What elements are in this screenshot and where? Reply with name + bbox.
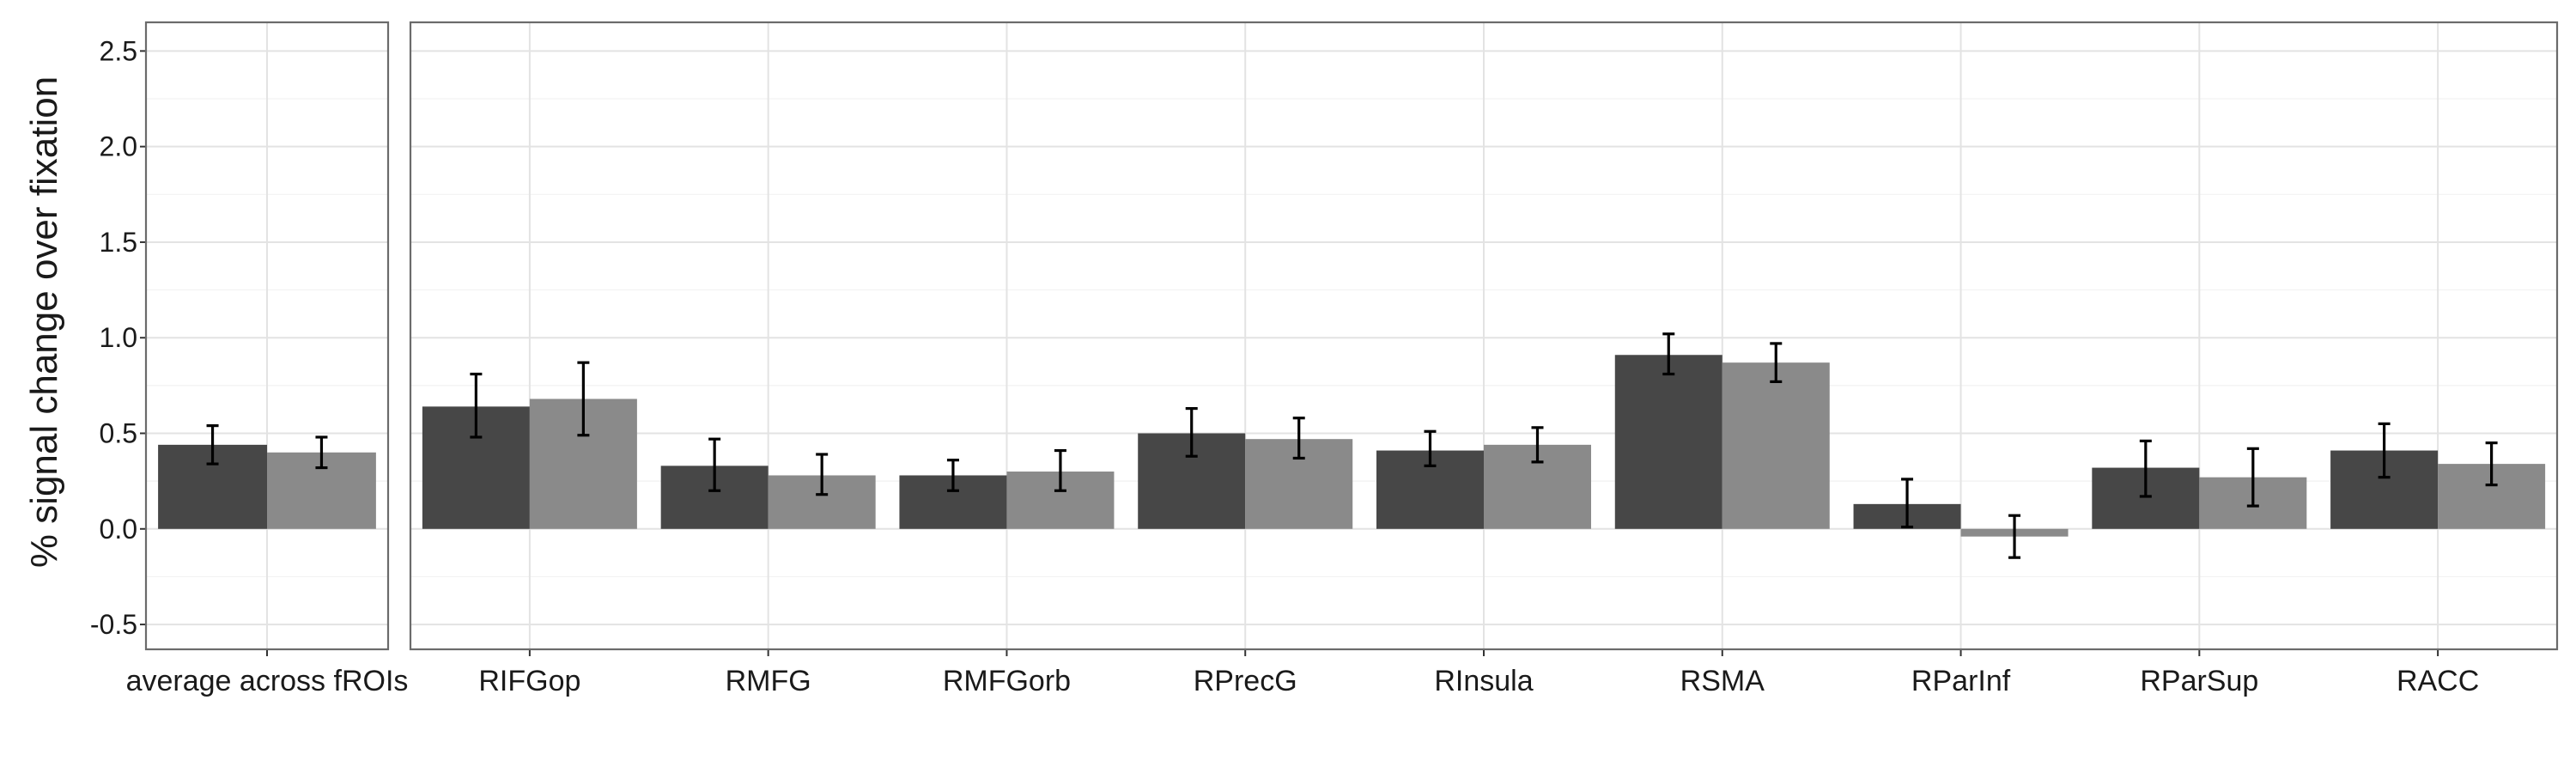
error-bar — [315, 435, 328, 470]
y-tick-label: 1.0 — [100, 322, 137, 353]
error-bar — [1770, 342, 1783, 384]
error-bar — [577, 361, 590, 437]
x-tick-label: RACC — [2397, 665, 2479, 697]
x-tick-label: RSMA — [1680, 665, 1765, 697]
bar-series-1 — [1614, 355, 1722, 529]
error-bar — [708, 437, 721, 492]
error-bar — [2139, 439, 2152, 498]
panel-2: RIFGop RMFG RMFGorb RPrecG RInsula RSMA RParIn… — [409, 21, 2559, 697]
error-bar — [1531, 426, 1544, 464]
error-bar — [2246, 447, 2259, 508]
x-tick-label: RInsula — [1434, 665, 1533, 697]
panel-border — [409, 21, 2559, 651]
y-tick-label: 0.5 — [100, 418, 137, 449]
error-bar — [1662, 332, 1675, 376]
y-tick-label: 2.0 — [100, 131, 137, 162]
error-bar — [1185, 406, 1198, 458]
panel-border — [144, 21, 390, 651]
error-bar — [470, 372, 483, 439]
y-axis-title: % signal change over fixation — [23, 76, 65, 568]
error-bar — [1054, 448, 1066, 492]
y-tick-labels: -0.5 0.0 0.5 1.0 1.5 2.0 2.5 — [90, 35, 146, 640]
error-bar — [2378, 422, 2391, 479]
y-tick-label: -0.5 — [90, 609, 137, 640]
error-bar — [1901, 478, 1914, 529]
y-tick-label: 1.5 — [100, 227, 137, 258]
chart-panels: average across fROIs RIFGop RMFG RMFGorb RPr… — [126, 21, 2559, 697]
error-bar — [816, 453, 829, 496]
error-bar — [946, 459, 959, 492]
error-bar — [2485, 441, 2498, 487]
x-tick-label: RParInf — [1911, 665, 2011, 697]
y-tick-label: 2.5 — [100, 35, 137, 66]
error-bar — [2008, 514, 2021, 559]
x-tick-label: RMFG — [726, 665, 811, 697]
error-bar — [1292, 417, 1305, 460]
y-tick-label: 0.0 — [100, 514, 137, 545]
x-tick-label: RParSup — [2140, 665, 2258, 697]
x-tick-label: RMFGorb — [943, 665, 1071, 697]
x-tick-label: RIFGop — [478, 665, 580, 697]
x-tick-label: average across fROIs — [126, 665, 409, 697]
panel-1: average across fROIs — [126, 21, 409, 697]
bar-series-2 — [1722, 362, 1830, 529]
error-bar — [206, 424, 219, 466]
x-tick-label: RPrecG — [1194, 665, 1297, 697]
error-bar — [1424, 429, 1437, 467]
